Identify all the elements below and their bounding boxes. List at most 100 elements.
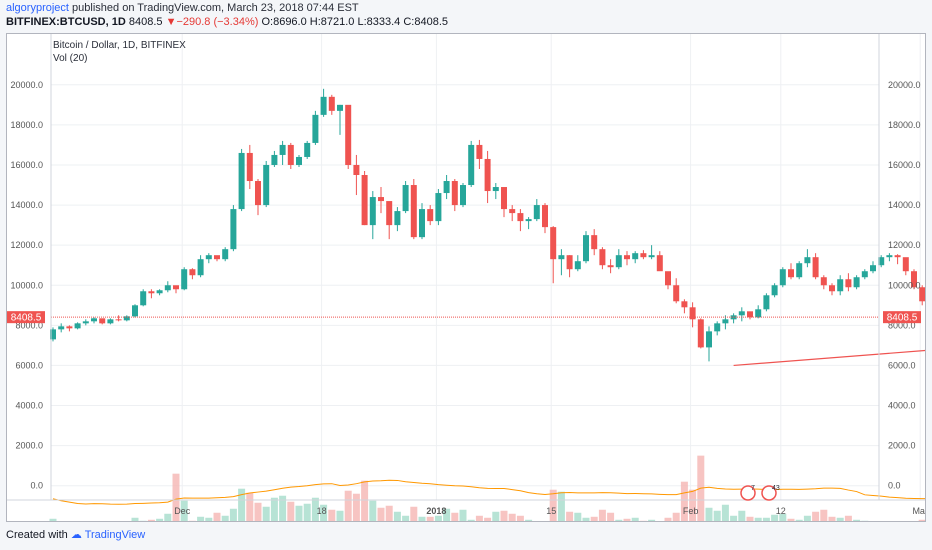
- candle-body: [66, 326, 73, 329]
- volume-bar: [590, 516, 598, 521]
- publish-text: published on TradingView.com, March 23, …: [72, 2, 359, 14]
- candle-body: [410, 185, 417, 238]
- volume-legend: Vol (20): [53, 53, 87, 64]
- volume-bar: [328, 509, 336, 521]
- left-axis-tick: 14000.0: [10, 200, 43, 210]
- candle-body: [369, 197, 376, 226]
- volume-bar: [598, 509, 606, 521]
- left-axis-tick: 8000.0: [15, 320, 43, 330]
- time-axis-tick: Mar: [912, 506, 925, 516]
- symbol-label: BITFINEX:BTCUSD, 1D: [6, 16, 126, 28]
- candle-body: [837, 279, 844, 292]
- price-chart[interactable]: 20000.0 20000.0 18000.0 18000.0 16000.0 16000…: [7, 34, 925, 521]
- volume-bar: [246, 492, 254, 521]
- candle-body: [779, 269, 786, 286]
- volume-bar: [582, 517, 590, 521]
- candle-body: [320, 96, 327, 115]
- candle-body: [853, 277, 860, 288]
- volume-bar: [172, 473, 180, 521]
- volume-bar: [361, 480, 369, 521]
- candle-body: [58, 326, 65, 330]
- candle-body: [451, 181, 458, 206]
- candle-body: [476, 144, 483, 159]
- trendline-lower[interactable]: [733, 319, 925, 367]
- candle-body: [517, 213, 524, 222]
- candle-body: [501, 187, 507, 210]
- candle-body: [427, 209, 434, 222]
- candle-body: [583, 235, 589, 262]
- candle-body: [574, 261, 581, 270]
- candle-body: [460, 185, 466, 206]
- volume-bar: [648, 519, 656, 521]
- candle-body: [714, 323, 721, 332]
- tradingview-brand[interactable]: TradingView: [84, 529, 146, 541]
- volume-bar: [795, 519, 803, 521]
- volume-bar: [787, 518, 795, 521]
- volume-bar: [672, 512, 680, 521]
- candle-body: [706, 331, 712, 348]
- price-change: −290.8 (−3.34%): [176, 16, 259, 28]
- candle-body: [870, 265, 876, 272]
- volume-bar: [147, 519, 155, 521]
- right-axis-tick: 20000.0: [888, 80, 921, 90]
- candle-body: [222, 249, 229, 260]
- trendlines[interactable]: [733, 283, 925, 367]
- candle-body: [607, 265, 614, 268]
- chart-container[interactable]: 20000.0 20000.0 18000.0 18000.0 16000.0 16000…: [6, 33, 926, 522]
- volume-bar: [311, 497, 319, 521]
- volume-bar: [836, 517, 844, 521]
- candle-body: [140, 291, 147, 306]
- volume-bar: [443, 508, 451, 521]
- down-arrow-icon: ▼: [165, 16, 177, 28]
- candle-body: [345, 104, 352, 165]
- time-axis-tick: 18: [317, 506, 327, 516]
- volume-bar: [500, 510, 508, 521]
- volume-bar: [779, 513, 787, 521]
- candle-body: [615, 255, 622, 268]
- candle-body: [82, 321, 89, 324]
- time-axis[interactable]: Dec18201815Feb12Mar12Apr16: [174, 506, 925, 516]
- candle-body: [763, 295, 770, 310]
- event-count-b: 43: [772, 485, 780, 492]
- left-price-tag-bg: [7, 311, 45, 324]
- candle-body: [886, 255, 893, 258]
- right-axis-tick: 8000.0: [888, 320, 916, 330]
- volume-bar: [475, 515, 483, 521]
- volume-bar: [516, 515, 524, 521]
- candle-body: [738, 311, 745, 316]
- volume-bar: [254, 502, 262, 521]
- chart-title: Bitcoin / Dollar, 1D, BITFINEX: [53, 40, 186, 51]
- us-flag-icon-2[interactable]: [761, 485, 777, 501]
- candle-body: [173, 285, 179, 290]
- candle-body: [689, 307, 696, 320]
- us-flag-icon[interactable]: [740, 485, 756, 501]
- candle-body: [492, 187, 499, 192]
- left-axis-tick: 18000.0: [10, 120, 43, 130]
- right-axis-tick: 6000.0: [888, 360, 916, 370]
- candle-body: [484, 158, 491, 192]
- volume-bar: [607, 512, 615, 521]
- candle-body: [632, 253, 639, 260]
- candle-body: [722, 319, 729, 324]
- event-markers[interactable]: 7 43: [740, 485, 780, 501]
- right-price-tag: 8408.5: [887, 313, 918, 324]
- time-axis-tick: 12: [776, 506, 786, 516]
- price-axis[interactable]: 20000.0 20000.0 18000.0 18000.0 16000.0 16000…: [10, 80, 920, 491]
- candle-body: [656, 255, 663, 272]
- candle-body: [755, 309, 762, 318]
- candle-body: [255, 181, 261, 206]
- volume-bar: [828, 516, 836, 521]
- candle-body: [263, 164, 270, 206]
- footer: Created with ☁ TradingView: [6, 528, 145, 541]
- author-link[interactable]: algoryproject: [6, 2, 69, 14]
- right-axis-tick: 2000.0: [888, 441, 916, 451]
- ohlc-values: O:8696.0 H:8721.0 L:8333.4 C:8408.5: [261, 16, 449, 28]
- volume-bar: [336, 510, 344, 521]
- right-axis-tick: 4000.0: [888, 401, 916, 411]
- volume-ma-line: [52, 479, 925, 505]
- candle-body: [402, 185, 409, 212]
- volume-bar: [213, 512, 221, 521]
- time-axis-tick: Dec: [174, 506, 191, 516]
- right-last-price-tag: 8408.5: [883, 311, 921, 324]
- candle-body: [509, 209, 516, 214]
